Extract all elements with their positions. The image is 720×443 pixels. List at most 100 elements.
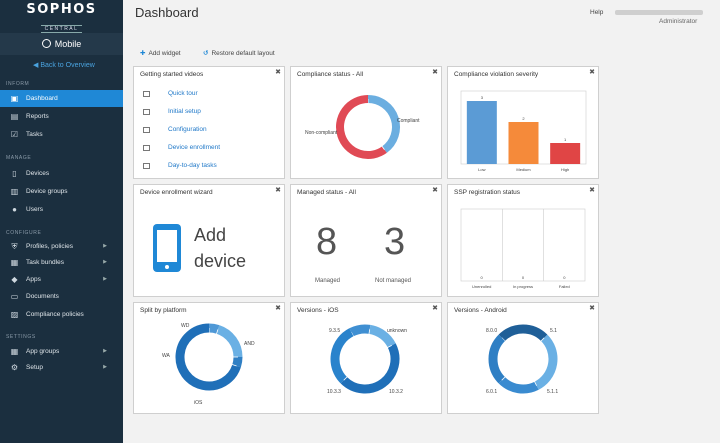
slice-6-0-1[interactable]	[498, 376, 539, 394]
user-name-redacted[interactable]	[615, 10, 703, 15]
tick-label: Low	[478, 167, 485, 172]
ssp-bar-chart: 0 Unenrolled 0 In progress 0 Failed	[460, 208, 586, 289]
close-icon[interactable]: ✖	[275, 305, 281, 312]
back-to-overview-link[interactable]: ◀ Back to Overview	[33, 61, 95, 69]
sidebar-item-label: Task bundles	[26, 259, 64, 266]
wizard-add: Add	[194, 225, 227, 245]
label-android-c: 6.0.1	[486, 389, 498, 395]
label-ios-d: 10.3.2	[389, 389, 403, 395]
slice-and[interactable]	[216, 325, 243, 358]
slice-10-3-3[interactable]	[340, 343, 400, 394]
slice-compliant[interactable]	[367, 95, 400, 153]
sidebar-item-devices[interactable]: ▯ Devices	[0, 165, 123, 182]
close-icon[interactable]: ✖	[589, 187, 595, 194]
panel-title: Getting started videos	[140, 71, 204, 78]
sophos-logo[interactable]: SOPHOS CENTRAL Admin	[0, 0, 123, 41]
bar-medium[interactable]	[508, 122, 539, 164]
sidebar-item-label: Tasks	[26, 131, 43, 138]
add-widget-button[interactable]: ✚ Add widget	[140, 49, 181, 57]
panel-title: Split by platform	[140, 307, 187, 314]
close-icon[interactable]: ✖	[432, 187, 438, 194]
close-icon[interactable]: ✖	[275, 69, 281, 76]
panel-title: Device enrollment wizard	[140, 189, 213, 196]
slice-divider	[343, 375, 349, 381]
slice-wa[interactable]	[232, 356, 243, 368]
label-non-compliant: Non-compliant	[305, 130, 338, 136]
logo-brand: SOPHOS	[26, 2, 97, 17]
close-icon[interactable]: ✖	[432, 305, 438, 312]
logo-sub: CENTRAL	[40, 25, 83, 33]
sidebar-item-label: Profiles, policies	[26, 243, 73, 250]
bar-low[interactable]	[466, 101, 497, 164]
slice-wd[interactable]	[208, 323, 220, 334]
sidebar-item-reports[interactable]: ▤ Reports	[0, 108, 123, 125]
close-icon[interactable]: ✖	[589, 305, 595, 312]
panel-enrollment-wizard[interactable]: Device enrollment wizard ✖ Add device	[133, 184, 285, 297]
slice-divider	[501, 337, 507, 343]
slice-divider	[230, 363, 237, 367]
sidebar-item-apps[interactable]: ◆ Apps ▶	[0, 271, 123, 288]
sidebar-item-device-groups[interactable]: ▥ Device groups	[0, 183, 123, 200]
sidebar-item-documents[interactable]: ▭ Documents	[0, 288, 123, 305]
close-icon[interactable]: ✖	[275, 187, 281, 194]
chevron-right-icon: ▶	[103, 276, 107, 282]
sidebar-item-users[interactable]: ● Users	[0, 201, 123, 218]
back-label: Back to Overview	[40, 62, 95, 69]
phone-icon	[153, 224, 181, 272]
sidebar: SOPHOS CENTRAL Admin Mobile ◀ Back to Ov…	[0, 0, 123, 443]
compliance-donut	[336, 95, 400, 159]
gear-icon: ⚙	[10, 363, 19, 372]
document-icon: ▭	[10, 292, 19, 301]
sidebar-item-profiles[interactable]: ⛨ Profiles, policies ▶	[0, 238, 123, 255]
sidebar-item-dashboard[interactable]: ▣ Dashboard	[0, 90, 123, 107]
compliance-icon: ▨	[10, 310, 19, 319]
bar-high[interactable]	[550, 143, 581, 164]
help-link[interactable]: Help	[590, 9, 604, 16]
data-label: 0	[481, 275, 484, 280]
panel-title: Compliance status - All	[297, 71, 364, 78]
unmanaged-count: 3	[384, 221, 406, 263]
panel-title: Versions - iOS	[297, 307, 339, 314]
sidebar-item-label: Setup	[26, 364, 43, 371]
slice-9-3-5[interactable]	[349, 324, 371, 337]
tick-label: Failed	[559, 284, 570, 289]
sidebar-item-label: Dashboard	[26, 95, 58, 102]
reports-icon: ▤	[10, 112, 19, 121]
sidebar-item-label: Documents	[26, 293, 59, 300]
close-icon[interactable]: ✖	[432, 69, 438, 76]
slice-unknown[interactable]	[368, 324, 396, 348]
sidebar-item-task-bundles[interactable]: ▦ Task bundles ▶	[0, 254, 123, 271]
slice-5-1[interactable]	[534, 334, 558, 390]
main-content: Dashboard Help Administrator ✚ Add widget…	[123, 0, 720, 443]
slice-divider	[215, 329, 219, 336]
sidebar-item-compliance[interactable]: ▨ Compliance policies	[0, 306, 123, 323]
device-icon: ▯	[12, 169, 17, 178]
slice-5-1-1[interactable]	[488, 334, 506, 384]
sidebar-item-setup[interactable]: ⚙ Setup ▶	[0, 359, 123, 376]
mobile-icon	[41, 39, 51, 48]
user-role: Administrator	[659, 18, 698, 25]
panel-title: Managed status - All	[297, 189, 356, 196]
sidebar-item-app-groups[interactable]: ▦ App groups ▶	[0, 343, 123, 360]
film-icon	[143, 163, 150, 169]
panel-title: SSP registration status	[454, 189, 520, 196]
restore-layout-button[interactable]: ↺ Restore default layout	[203, 49, 275, 57]
slice-ios[interactable]	[175, 323, 241, 391]
close-icon[interactable]: ✖	[589, 69, 595, 76]
slice-10-3-2[interactable]	[330, 328, 354, 384]
panel-versions-android: Versions - Android ✖ 8.0.0 5.1 6.0.1 5.1…	[447, 302, 599, 414]
chevron-right-icon: ▶	[103, 364, 107, 370]
data-label: 1	[564, 137, 567, 142]
slice-non-compliant[interactable]	[336, 95, 387, 159]
add-widget-label: Add widget	[148, 50, 181, 57]
panel-split-by-platform: Split by platform ✖ WD AND WA iOS	[133, 302, 285, 414]
slice-8-0-0[interactable]	[498, 324, 548, 342]
slice-divider	[380, 144, 385, 150]
chevron-right-icon: ▶	[103, 348, 107, 354]
page-title: Dashboard	[135, 5, 199, 20]
ios-donut	[330, 324, 400, 394]
panel-versions-ios: Versions - iOS ✖ 9.3.5 unknown 10.3.3 10…	[290, 302, 442, 414]
dashboard-icon: ▣	[10, 94, 19, 103]
panel-violation-severity: Compliance violation severity ✖ 3 Low 2 Med…	[447, 66, 599, 179]
sidebar-item-tasks[interactable]: ☑ Tasks	[0, 126, 123, 143]
